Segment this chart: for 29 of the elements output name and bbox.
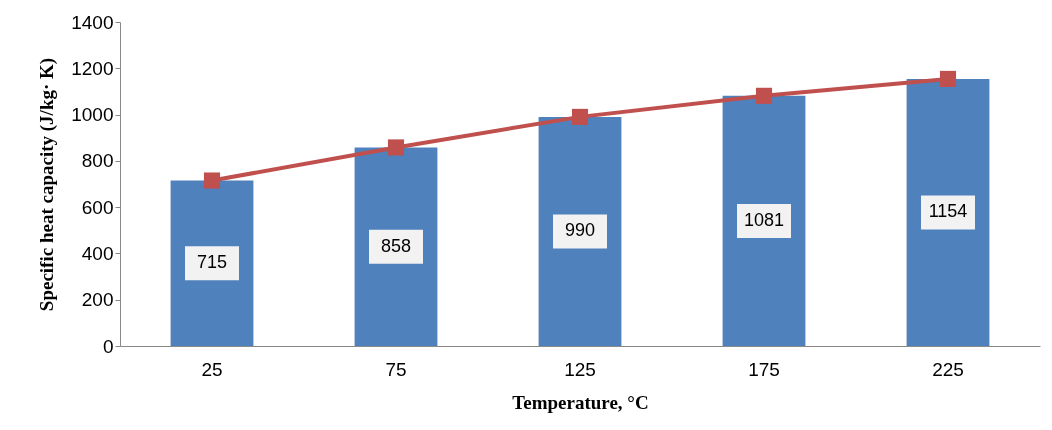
y-tick-label: 1000 [71, 104, 114, 126]
x-tick-label: 225 [932, 358, 964, 380]
y-tick-label: 800 [81, 150, 114, 172]
point [387, 139, 405, 156]
x-tick-label: 125 [564, 358, 596, 380]
bar [722, 95, 806, 346]
x-tick-label: 25 [201, 358, 223, 380]
y-tick-label: 1400 [71, 11, 114, 33]
x-tick-label: 75 [385, 358, 407, 380]
data-label: 1081 [743, 209, 785, 230]
y-tick-label: 0 [102, 335, 114, 357]
data-label: 1154 [928, 201, 968, 222]
point [571, 108, 589, 125]
data-label: 715 [196, 252, 228, 273]
x-tick-label: 175 [748, 358, 780, 380]
x-axis-title: Temperature, °C [512, 391, 649, 413]
point [203, 172, 221, 189]
bar [906, 78, 990, 346]
point [939, 70, 957, 87]
data-label: 990 [564, 220, 596, 241]
bar [538, 116, 622, 346]
data-label: 858 [380, 235, 412, 256]
y-tick-label: 600 [81, 196, 114, 218]
bar [354, 147, 438, 346]
y-tick-label: 200 [81, 289, 114, 311]
y-tick-label: 1200 [71, 57, 114, 79]
y-axis-title: Specific heat capacity (J/kg· K) [36, 57, 59, 312]
y-tick-label: 400 [81, 242, 114, 264]
point [755, 87, 773, 104]
